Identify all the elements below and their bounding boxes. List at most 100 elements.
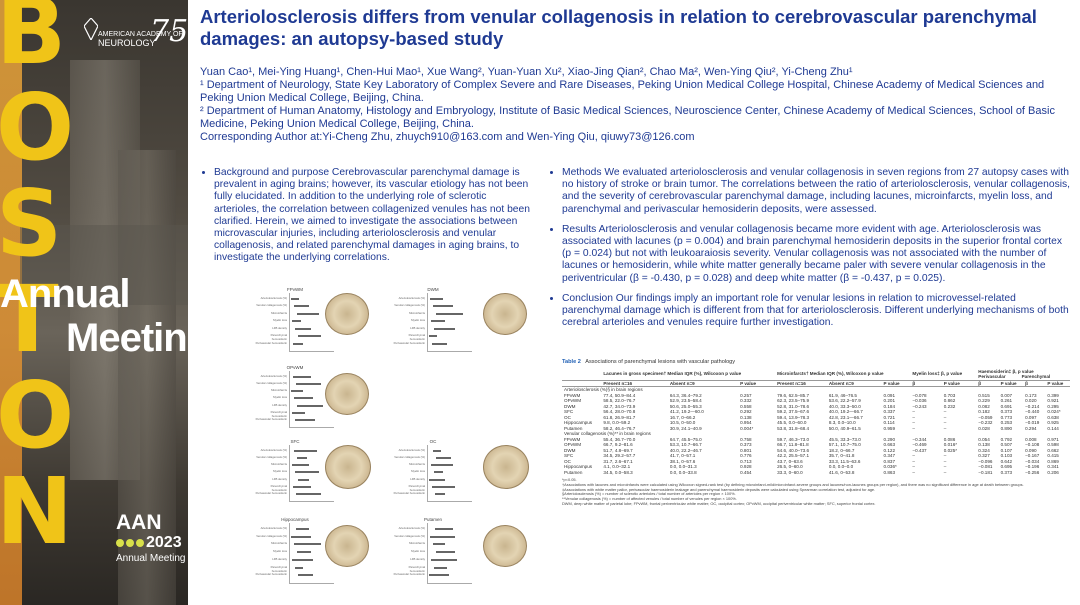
methods-paragraph: Methods We evaluated arteriolosclerosis … [562, 167, 1072, 216]
table-cell: −0.256 [1025, 469, 1040, 475]
table-subheader-cell [562, 380, 602, 387]
table-row: DWM 42.7, 34.0–73.9 50.6, 25.0–55.3 0.558 52… [562, 404, 1070, 410]
panel-title: Putamen [423, 517, 442, 522]
table-subheader-cell: P value [1045, 380, 1070, 387]
table-cell: 0.182 [978, 409, 990, 414]
forest-plot-interval [432, 485, 455, 488]
table-cell: 0.232 [943, 403, 956, 409]
table-cell: 53.6, 22.2–57.9 [828, 398, 861, 403]
banner-building [20, 225, 188, 305]
forest-plot-interval [433, 543, 445, 546]
table-cell: 8.3, 0.0–10.0 [828, 420, 856, 425]
table-cell: 0.206 [1047, 469, 1059, 475]
logo-dot-icon [136, 539, 144, 547]
table-cell: 41.6, 0–53.8 [828, 469, 855, 475]
aan-logo-icon [84, 18, 98, 40]
forest-plot-interval [291, 298, 299, 300]
table-row: Hippocampus 9.8, 0.0–59.2 10.5, 0–50.0 0.95… [562, 420, 1070, 426]
table-cell: 79.6, 62.5–85.7 [777, 392, 810, 398]
table-cell: 0.138 [740, 414, 752, 420]
table-cell: 38.1, 0–57.6 [669, 458, 696, 464]
table-cell: 0.928 [740, 464, 752, 469]
table-footnote: *p<0.05. [562, 477, 577, 482]
table-cell: 61.9, 46–76.5 [828, 392, 857, 398]
panel-row-label: Arteriolosclerosis (%) [398, 296, 425, 300]
table-row: SFC 34.5, 29.2–57.7 41.7, 0–57.1 0.776 42.2,… [562, 453, 1070, 459]
forest-plot-interval [298, 478, 309, 481]
forest-plot-interval [296, 383, 321, 386]
forest-plot-interval [292, 558, 313, 561]
table-cell: 0.954 [740, 420, 752, 425]
haemosiderin-header: Haemosiderin‡ β, p value [978, 368, 1034, 374]
results-paragraph: Results Arteriolosclerosis and venular c… [562, 224, 1072, 285]
table-cell: 0.097 [1025, 414, 1037, 420]
table-cell: Hippocampus [564, 464, 593, 469]
table-cell: 0.642 [1000, 458, 1013, 464]
forest-plot-interval [430, 535, 455, 538]
table-cell: 0.184 [883, 403, 896, 409]
forest-plot-interval [294, 397, 313, 400]
panel-row-label: Venular collagenosis (%) [394, 303, 425, 308]
table-cell: −0.181 [978, 469, 993, 475]
brain-slice-image [325, 445, 371, 489]
aan-annual-meeting: Annual Meeting [116, 553, 186, 564]
table-cell: 41.7, 0–57.1 [669, 453, 696, 458]
table-cell: 53.3, 10.7–66.7 [669, 442, 702, 447]
table-cell: – [943, 420, 947, 425]
forest-plot-interval [298, 335, 321, 338]
table-cell: 0.008 [1025, 436, 1037, 442]
table-cell: 0.373 [1000, 469, 1013, 475]
table-cell: 0.201 [883, 398, 896, 403]
panel-row-label: Venular collagenosis (%) [256, 455, 287, 460]
table-cell: 0.028 [978, 425, 990, 431]
table-subheader-row: Present n=16 Absent n=9 P value Present n=1… [562, 380, 1070, 387]
table-cell: 62.3, 23.5–75.9 [777, 398, 810, 403]
panel-row-label: Perivascular hemosiderin [255, 416, 287, 421]
table-cell: 40.0, 22.2–46.7 [669, 447, 702, 453]
table-cell: 0.020 [1025, 398, 1037, 403]
table-section-row: Arteriolosclerosis (%)§ in brain regions [562, 386, 1070, 393]
panel-row-label: Microinfarcts [271, 310, 287, 315]
table-cell: FPvWM [564, 436, 581, 442]
table-cell: 0.695 [1000, 464, 1013, 469]
forest-plot-interval [293, 342, 303, 345]
forest-plot-interval [436, 551, 455, 554]
table-cell: – [943, 464, 947, 469]
forest-plot-interval [292, 320, 301, 323]
affiliation-2: ² Department of Human Anatomy, Histology… [200, 105, 1055, 130]
table-cell: DWM [564, 447, 576, 453]
table-cell: 55.4, 36.7–70.0 [603, 436, 636, 442]
table-cell: 51.7, 4.8–69.7 [603, 447, 633, 453]
left-column: Background and purpose Cerebrovascular p… [200, 167, 532, 273]
panel-row-label: LFB density [272, 325, 287, 330]
table-cell: OPvWM [564, 442, 582, 447]
table-subheader-cell: β [976, 380, 999, 387]
logo-dot-icon [116, 539, 124, 547]
table-cell: Putamen [564, 425, 583, 431]
table-cell: 61.8, 26.9–81.7 [603, 414, 636, 420]
forest-plot-interval [294, 543, 321, 546]
table-cell: 0.515 [978, 392, 990, 398]
table-cell: −0.059 [978, 414, 993, 420]
boston-letter: S [0, 170, 63, 277]
panel-row-label: Perivascular hemosiderin [393, 340, 425, 345]
panel-row-label: Myelin loss [411, 469, 425, 474]
table-cell: −0.034 [1025, 458, 1040, 464]
panel-row-label: LFB density [272, 556, 287, 561]
panel-row-label: Perivascular hemosiderin [255, 572, 287, 577]
table-cell: −0.196 [1025, 464, 1040, 469]
panel-row-label: Microinfarcts [271, 388, 287, 393]
aan-label: AAN [116, 511, 162, 534]
panel-row-label: Parenchymal hemosiderin [408, 564, 425, 573]
panel-row-label: Parenchymal hemosiderin [270, 483, 287, 492]
table-cell: Putamen [564, 469, 583, 475]
table-footnote: ‡Associations with white matter pallor, … [562, 486, 876, 492]
table-cell: 0.341 [1047, 464, 1059, 469]
panel-row-label: Perivascular hemosiderin [255, 340, 287, 345]
table-cell: −0.344 [912, 436, 927, 442]
table-section-label: Arteriolosclerosis (%)§ in brain regions [562, 386, 1070, 393]
panel-row-label: Microinfarcts [271, 462, 287, 467]
table-cell: 54.6, 40.0–73.6 [777, 447, 810, 453]
panel-row-label: Arteriolosclerosis (%) [398, 526, 425, 530]
forest-plot-panel: SFC Arteriolosclerosis (%) Venular collage… [255, 437, 335, 505]
